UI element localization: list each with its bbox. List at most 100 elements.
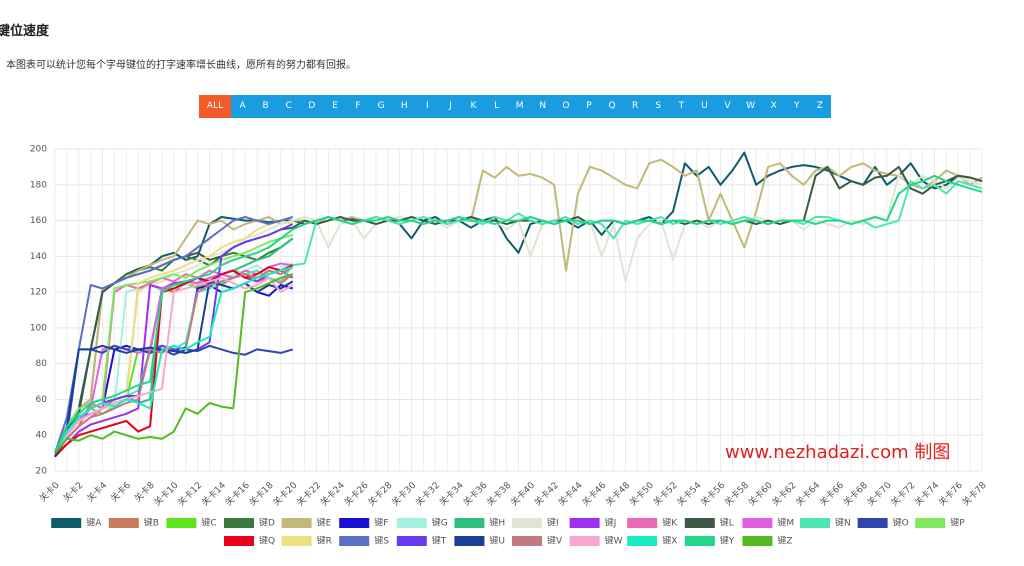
legend-swatch (51, 518, 82, 528)
filter-button[interactable]: U (701, 101, 708, 111)
legend-swatch (396, 518, 427, 528)
legend-swatch (915, 518, 946, 528)
legend-label: 键E (317, 517, 332, 529)
filter-button[interactable]: E (332, 101, 338, 111)
x-tick-label: 关卡38 (484, 479, 514, 509)
legend-swatch (281, 518, 312, 528)
filter-button[interactable]: Y (794, 101, 800, 111)
x-tick-label: 关卡24 (318, 479, 348, 509)
filter-button[interactable]: V (724, 101, 731, 111)
y-tick-label: 200 (30, 145, 47, 155)
legend-label: 键W (605, 535, 623, 547)
x-tick-label: 关卡56 (698, 479, 728, 509)
series-line (54, 273, 293, 454)
series-line (54, 276, 294, 454)
y-tick-label: 140 (30, 252, 47, 262)
legend-label: 键L (720, 517, 734, 529)
legend-swatch (742, 536, 773, 546)
x-tick-label: 关卡0 (36, 479, 61, 504)
x-tick-label: 关卡40 (508, 479, 538, 509)
watermark: www.nezhadazi.com 制图 (725, 442, 950, 463)
filter-button[interactable]: X (770, 101, 777, 111)
page-title: 键位速度 (0, 24, 50, 39)
legend-label: 键A (86, 517, 102, 529)
x-tick-label: 关卡54 (674, 479, 704, 509)
x-tick-label: 关卡70 (864, 479, 894, 509)
filter-button[interactable]: B (262, 101, 269, 111)
filter-button[interactable]: Q (608, 101, 616, 111)
filter-button[interactable]: K (470, 101, 477, 111)
key-filter-bar: ALL A B C D E F G H I J K L M N O P Q R S T U V W X Y Z (199, 95, 832, 118)
filter-button[interactable]: ALL (199, 95, 231, 118)
x-tick-label: 关卡36 (460, 479, 490, 509)
x-tick-label: 关卡66 (817, 479, 847, 509)
legend-swatch (512, 518, 542, 528)
filter-button[interactable]: G (377, 101, 385, 111)
y-tick-label: 120 (30, 288, 47, 298)
x-tick-label: 关卡32 (413, 479, 442, 508)
filter-button[interactable]: P (586, 101, 592, 111)
x-tick-label: 关卡6 (108, 479, 133, 504)
x-tick-label: 关卡42 (532, 479, 561, 508)
x-tick-label: 关卡14 (199, 479, 229, 509)
legend-label: 键X (662, 535, 677, 547)
filter-button[interactable]: J (449, 101, 452, 111)
legend-label: 键R (317, 535, 332, 547)
legend-swatch (281, 536, 312, 546)
filter-button[interactable]: C (285, 101, 292, 111)
filter-button[interactable]: L (494, 101, 500, 111)
x-tick-label: 关卡2 (60, 479, 85, 504)
filter-button[interactable]: R (632, 101, 639, 111)
x-tick-label: 关卡68 (841, 479, 871, 509)
filter-button[interactable]: N (539, 101, 547, 111)
x-tick-label: 关卡52 (650, 479, 679, 508)
x-tick-label: 关卡64 (793, 479, 823, 509)
x-tick-label: 关卡62 (769, 479, 798, 508)
legend-label: 键Z (777, 535, 792, 547)
filter-button[interactable]: Z (816, 101, 823, 111)
y-tick-label: 180 (30, 180, 47, 190)
filter-button[interactable]: M (515, 101, 524, 111)
x-tick-label: 关卡60 (745, 479, 775, 509)
filter-button[interactable]: A (239, 101, 246, 111)
series-line (54, 174, 983, 454)
filter-button[interactable]: H (400, 101, 408, 111)
legend-label: 键U (489, 535, 505, 547)
filter-button[interactable]: T (678, 101, 685, 111)
legend-swatch (339, 536, 370, 546)
series-line (54, 264, 294, 458)
x-tick-label: 关卡20 (270, 479, 300, 509)
x-tick-label: 关卡58 (722, 479, 752, 509)
legend-swatch (224, 518, 254, 528)
filter-button[interactable]: I (425, 101, 429, 111)
legend-label: 键S (374, 535, 389, 547)
legend-swatch (800, 518, 830, 528)
filter-button[interactable]: W (746, 101, 756, 111)
filter-button[interactable]: F (355, 101, 361, 111)
x-tick-label: 关卡34 (436, 479, 466, 509)
x-tick-label: 关卡72 (888, 479, 917, 508)
filter-button[interactable]: D (308, 101, 316, 111)
legend-label: 键Q (259, 535, 275, 547)
legend-label: 键T (432, 535, 447, 547)
legend-swatch (627, 536, 658, 546)
legend-swatch (857, 518, 888, 528)
legend-label: 键K (662, 517, 678, 529)
filter-button[interactable]: O (562, 101, 570, 111)
description: 本图表可以统计您每个字母键位的打字速率增长曲线，愿所有的努力都有回报。 (6, 60, 356, 71)
legend-swatch (569, 536, 600, 546)
x-tick-label: 关卡78 (959, 479, 989, 509)
legend-swatch (224, 536, 254, 546)
legend-swatch (627, 518, 658, 528)
legend-swatch (569, 518, 600, 528)
x-tick-label: 关卡16 (223, 479, 253, 509)
legend-label: 键B (144, 517, 159, 529)
x-tick-label: 关卡46 (579, 479, 609, 509)
legend-swatch (512, 536, 542, 546)
legend-label: 键O (893, 517, 909, 529)
legend-label: 键P (950, 517, 965, 529)
legend-label: 键F (374, 517, 388, 529)
filter-button[interactable]: S (655, 101, 662, 111)
legend-swatch (108, 518, 139, 528)
